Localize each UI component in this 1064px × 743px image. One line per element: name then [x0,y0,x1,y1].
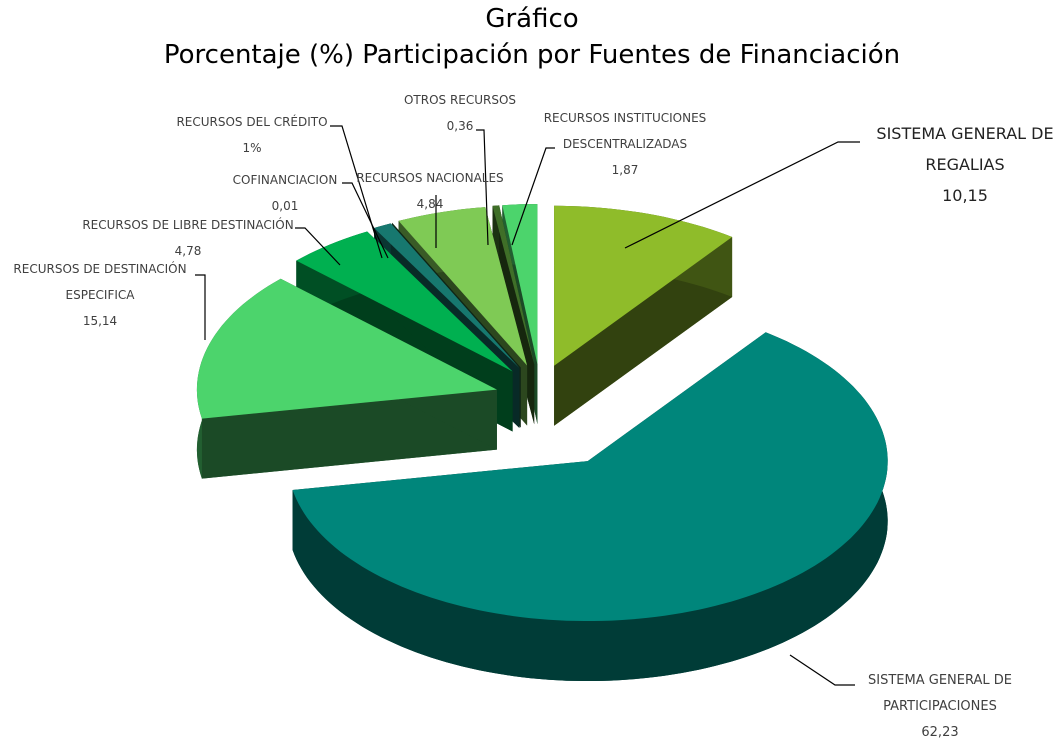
leader-line [295,227,341,266]
value-label: 0,36 [446,119,474,133]
slice [292,332,888,681]
category-label: COFINANCIACION [232,173,338,187]
data-label: RECURSOS DEL CRÉDITO 1% [176,109,327,161]
value-label: 10,15 [942,186,988,205]
value-label: 4,84 [416,197,444,211]
value-label: 0,01 [271,199,299,213]
data-label: RECURSOS DE DESTINACIÓN ESPECIFICA 15,14 [5,256,195,334]
slice [398,207,528,366]
leader-line [342,182,389,259]
slice [554,205,733,426]
category-label: RECURSOS INSTITUCIONES DESCENTRALIZADAS [543,111,707,151]
slice [374,223,520,368]
category-label: SISTEMA GENERAL DE REGALIAS [876,124,1054,174]
slice [292,332,888,621]
slice [196,278,497,479]
slice-wall [554,237,733,426]
chart-title: Gráfico [485,4,579,34]
chart-subtitle: Porcentaje (%) Participación por Fuentes… [163,40,901,70]
category-label: RECURSOS DE LIBRE DESTINACIÓN [82,218,294,232]
leader-line [476,129,489,246]
slice [296,231,513,372]
category-label: SISTEMA GENERAL DE PARTICIPACIONES [868,673,1012,714]
leader-line [195,274,206,340]
leader-lines [195,125,860,686]
value-label: 15,14 [82,314,118,328]
slice [392,222,521,368]
data-label: RECURSOS NACIONALES 4,84 [356,165,503,217]
leader-line [624,141,860,249]
data-label: OTROS RECURSOS 0,36 [404,87,516,139]
leader-line [789,654,855,686]
category-label: RECURSOS NACIONALES [356,171,504,185]
category-label: OTROS RECURSOS [403,93,517,107]
slice [492,205,535,365]
leader-line [511,147,555,246]
data-label: SISTEMA GENERAL DE REGALIAS 10,15 [870,118,1060,211]
data-label: COFINANCIACION 0,01 [233,167,338,219]
data-label: RECURSOS INSTITUCIONES DESCENTRALIZADAS 1… [538,105,713,183]
pie-slices [196,204,888,681]
data-label: SISTEMA GENERAL DE PARTICIPACIONES 62,23 [858,668,1023,743]
value-label: 4,78 [174,244,202,258]
slice [502,204,538,365]
value-label: 62,23 [921,725,959,740]
slice [196,278,497,419]
data-label: RECURSOS DE LIBRE DESTINACIÓN 4,78 [82,212,293,264]
value-label: 1,87 [611,163,639,177]
category-label: RECURSOS DE DESTINACIÓN ESPECIFICA [13,262,187,302]
leader-line [330,125,383,259]
slice-wall [201,389,497,479]
category-label: RECURSOS DEL CRÉDITO [176,115,328,129]
slice [554,205,733,366]
value-label: 1% [242,141,262,155]
